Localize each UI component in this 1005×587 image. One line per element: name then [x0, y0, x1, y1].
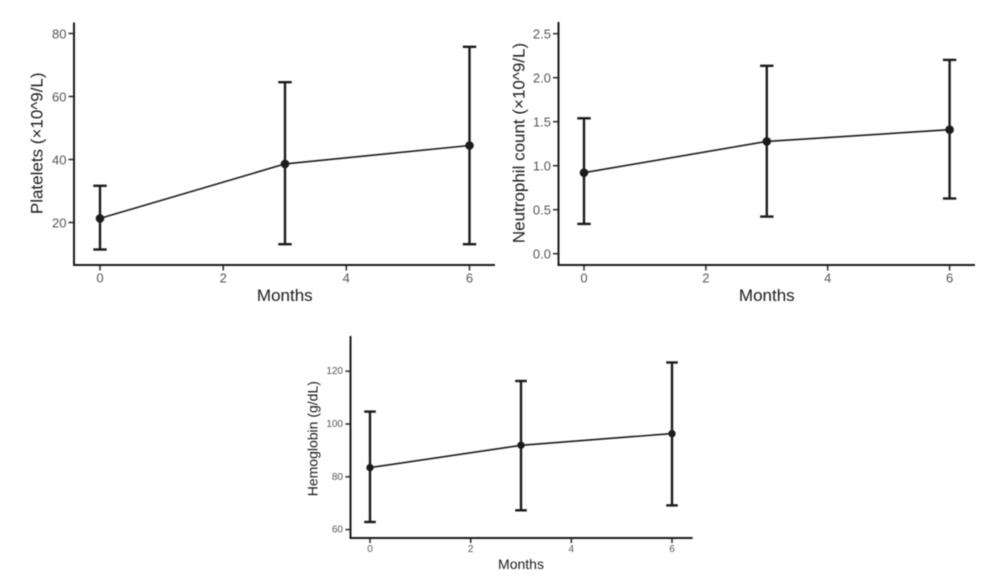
- svg-text:0.5: 0.5: [533, 203, 551, 218]
- svg-text:Months: Months: [739, 286, 795, 305]
- svg-text:120: 120: [326, 366, 343, 377]
- svg-text:1.0: 1.0: [533, 159, 551, 174]
- svg-text:80: 80: [332, 472, 344, 483]
- svg-text:Months: Months: [257, 286, 313, 305]
- svg-text:Platelets (×10^9/L): Platelets (×10^9/L): [28, 72, 47, 214]
- svg-text:Neutrophil count (×10^9/L): Neutrophil count (×10^9/L): [509, 43, 528, 243]
- svg-text:4: 4: [343, 271, 350, 286]
- svg-text:2: 2: [702, 271, 709, 286]
- svg-text:60: 60: [52, 90, 66, 105]
- svg-text:Hemoglobin (g/dL): Hemoglobin (g/dL): [305, 381, 321, 496]
- svg-text:Months: Months: [498, 556, 544, 572]
- svg-text:6: 6: [669, 544, 675, 555]
- svg-text:4: 4: [824, 271, 831, 286]
- svg-text:2.0: 2.0: [533, 71, 551, 86]
- svg-text:40: 40: [52, 153, 66, 168]
- svg-text:6: 6: [466, 271, 473, 286]
- svg-text:0: 0: [96, 271, 103, 286]
- svg-text:0: 0: [580, 271, 587, 286]
- svg-text:100: 100: [326, 419, 343, 430]
- svg-text:6: 6: [946, 271, 953, 286]
- svg-text:20: 20: [52, 216, 66, 231]
- svg-text:2: 2: [468, 544, 474, 555]
- svg-text:60: 60: [332, 525, 344, 536]
- svg-text:4: 4: [569, 544, 575, 555]
- svg-text:1.5: 1.5: [533, 115, 551, 130]
- svg-text:2: 2: [220, 271, 227, 286]
- svg-text:0.0: 0.0: [533, 247, 551, 262]
- svg-text:2.5: 2.5: [533, 27, 551, 42]
- svg-text:0: 0: [367, 544, 373, 555]
- svg-text:80: 80: [52, 27, 66, 42]
